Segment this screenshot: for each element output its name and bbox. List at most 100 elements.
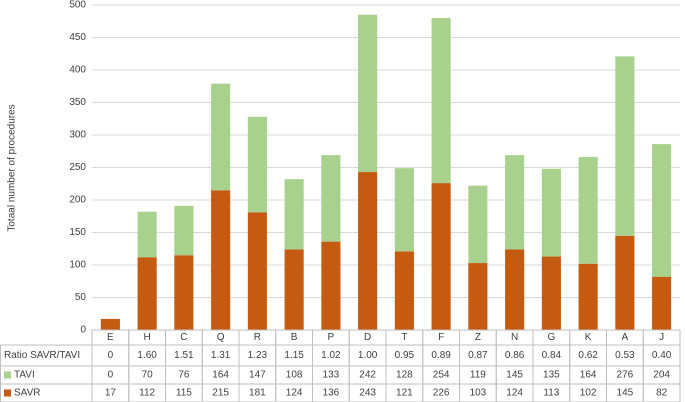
table-value: 1.00 [358,350,378,361]
table-value: 1.60 [137,350,157,361]
bar-segment [541,168,561,257]
bar-segment [358,14,378,173]
y-tick-label: 350 [69,97,86,108]
bar-segment [652,144,672,277]
table-value: 1.15 [284,350,304,361]
bar-segment [174,205,194,256]
bar-segment [431,18,451,184]
table-value: 135 [543,370,560,381]
table-value: 115 [176,388,192,399]
table-value: 1.23 [248,350,268,361]
table-value: 0.53 [615,350,635,361]
y-axis-label: Totaal number of procedures [7,104,18,231]
x-tick-label: T [401,332,407,343]
x-tick-label: B [291,332,298,343]
table-value: 1.31 [211,350,231,361]
x-tick-label: N [511,332,518,343]
x-tick-label: A [622,332,629,343]
table-value: 204 [653,370,670,381]
table-value: 181 [249,388,266,399]
table-value: 0.62 [578,350,598,361]
table-value: 124 [286,388,303,399]
table-value: 276 [617,370,634,381]
x-tick-label: Z [475,332,481,343]
x-tick-label: G [547,332,555,343]
bar-segment [578,157,598,264]
bar-segment [505,249,525,330]
x-tick-label: C [180,332,187,343]
bar-segment [211,83,231,191]
bar-segment [100,318,120,330]
bar-segment [174,255,194,330]
table-value: 103 [470,388,487,399]
table-value: 164 [580,370,597,381]
row-label: SAVR [14,388,41,399]
bar-segment [541,256,561,330]
bar-segment [137,211,157,258]
table-value: 0.95 [395,350,415,361]
table-value: 242 [359,370,376,381]
y-tick-label: 450 [69,32,86,43]
x-tick-label: F [438,332,444,343]
table-value: 226 [433,388,450,399]
legend-swatch [4,371,11,379]
y-tick-label: 50 [75,292,87,303]
bar-segment [431,183,451,330]
y-tick-label: 500 [69,0,86,11]
table-value: 108 [286,370,303,381]
bar-segment [358,172,378,330]
y-tick-label: 150 [69,227,86,238]
table-value: 1.51 [174,350,194,361]
table-value: 164 [212,370,229,381]
table-value: 215 [212,388,229,399]
y-tick-label: 0 [80,325,86,336]
y-tick-label: 250 [69,162,86,173]
bar-segment [468,263,488,330]
y-tick-label: 300 [69,130,86,141]
bar-segment [615,235,635,330]
y-tick-label: 200 [69,195,86,206]
legend-swatch [4,389,11,397]
table-value: 119 [470,370,486,381]
table-value: 17 [105,388,117,399]
table-cell [642,383,681,402]
table-value: 133 [323,370,340,381]
table-value: 112 [139,388,155,399]
row-label: Ratio SAVR/TAVI [4,350,80,361]
table-value: 0 [108,350,114,361]
bar-segment [505,155,525,250]
table-value: 243 [359,388,376,399]
table-value: 147 [249,370,266,381]
bar-segment [321,241,341,330]
table-value: 0.89 [431,350,451,361]
bar-segment [284,249,304,330]
table-value: 0.86 [505,350,525,361]
bar-segment [211,190,231,330]
x-tick-label: J [659,332,664,343]
table-value: 145 [617,388,634,399]
table-value: 128 [396,370,413,381]
x-tick-label: E [107,332,114,343]
y-tick-label: 100 [69,260,86,271]
bar-segment [247,116,267,213]
bar-segment [247,212,267,330]
table-value: 0 [108,370,114,381]
table-value: 0.87 [468,350,488,361]
bar-segment [137,257,157,330]
x-tick-label: K [585,332,592,343]
table-value: 124 [506,388,523,399]
x-tick-label: D [364,332,371,343]
table-value: 121 [396,388,413,399]
table-value: 82 [656,388,668,399]
y-tick-label: 400 [69,65,86,76]
bar-segment [284,179,304,250]
bar-segment [468,185,488,264]
bar-segment [578,263,598,330]
table-value: 70 [142,370,154,381]
table-value: 136 [323,388,340,399]
bar-segment [394,251,414,330]
x-tick-label: R [254,332,261,343]
table-value: 1.02 [321,350,341,361]
table-value: 145 [506,370,523,381]
